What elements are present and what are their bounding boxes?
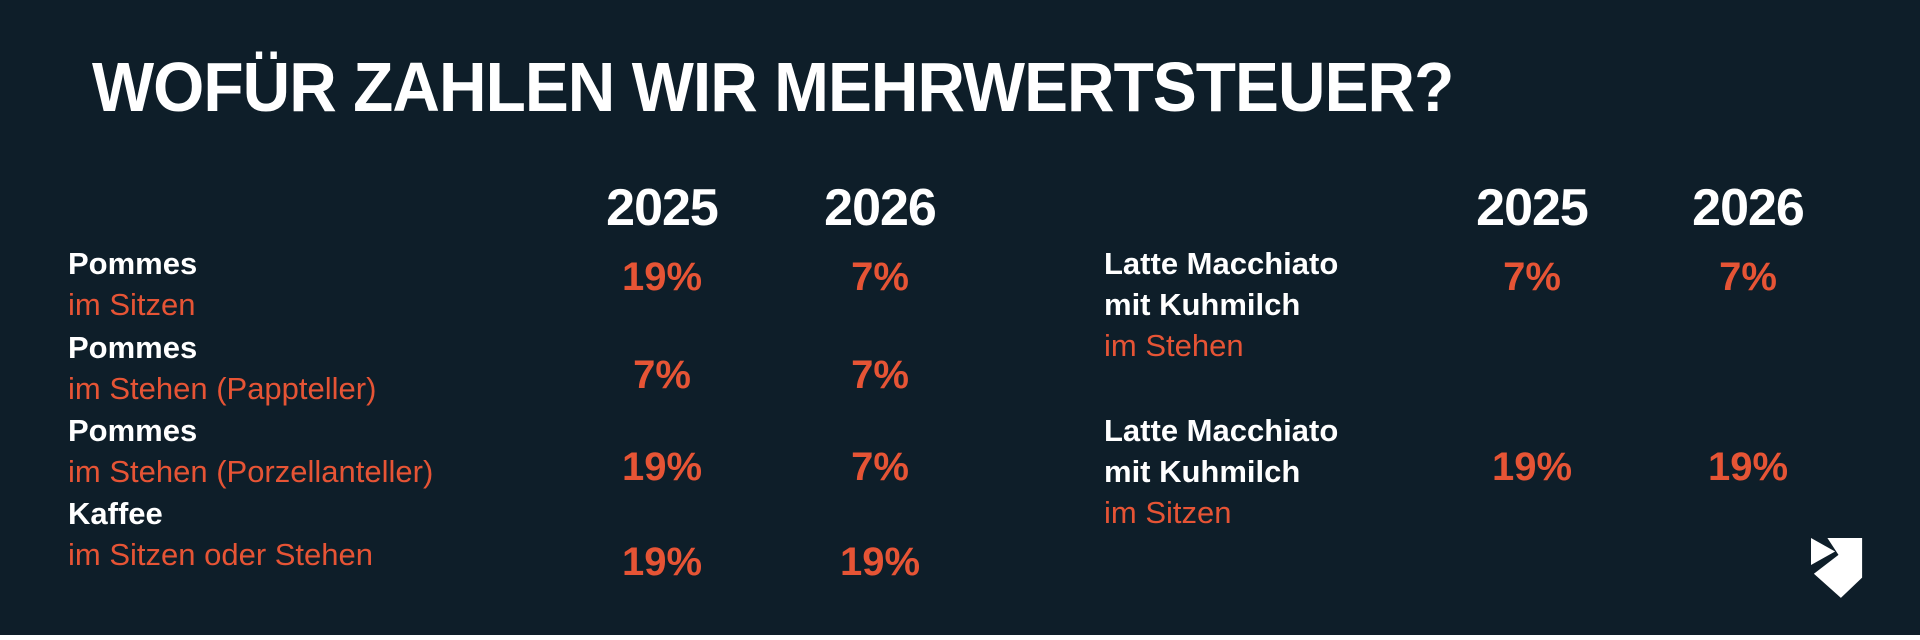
table-row: Pommes im Sitzen <box>68 243 628 325</box>
vat-value: 7% <box>851 445 909 489</box>
vat-value: 19% <box>621 255 703 299</box>
item-name: Pommes <box>68 330 198 365</box>
vat-value: 19% <box>839 540 921 584</box>
column-header-right-2025: 2025 <box>1476 179 1589 237</box>
vat-value: 19% <box>621 445 703 489</box>
table-row: Latte Macchiato mit Kuhmilch im Sitzen <box>1104 410 1504 533</box>
vat-value: 19% <box>1707 445 1789 489</box>
vat-value: 19% <box>1491 445 1573 489</box>
item-name: Kaffee <box>68 496 163 531</box>
table-row: Pommes im Stehen (Porzellanteller) <box>68 410 628 492</box>
vat-value: 7% <box>851 255 909 299</box>
item-name: Pommes <box>68 246 198 281</box>
item-name-line2: mit Kuhmilch <box>1104 454 1301 489</box>
vat-value: 19% <box>621 540 703 584</box>
vat-value: 7% <box>851 353 909 397</box>
item-detail: im Stehen <box>1104 328 1244 363</box>
vat-value: 7% <box>1719 255 1777 299</box>
item-detail: im Stehen (Porzellanteller) <box>68 454 434 489</box>
table-row: Latte Macchiato mit Kuhmilch im Stehen <box>1104 243 1504 366</box>
item-detail: im Sitzen <box>68 287 196 322</box>
table-row: Pommes im Stehen (Pappteller) <box>68 327 628 409</box>
item-detail: im Sitzen <box>1104 495 1232 530</box>
column-header-left-2026: 2026 <box>824 179 937 237</box>
column-header-right-2026: 2026 <box>1692 179 1805 237</box>
vat-value: 7% <box>633 353 691 397</box>
table-row: Kaffee im Sitzen oder Stehen <box>68 493 628 575</box>
column-header-left-2025: 2025 <box>606 179 719 237</box>
folded-banner-logo-icon <box>1811 538 1863 598</box>
vat-value: 7% <box>1503 255 1561 299</box>
item-name: Latte Macchiato <box>1104 246 1339 281</box>
page-title: WOFÜR ZAHLEN WIR MEHRWERTSTEUER? <box>92 48 1454 126</box>
item-name: Latte Macchiato <box>1104 413 1339 448</box>
item-name-line2: mit Kuhmilch <box>1104 287 1301 322</box>
bottom-divider-bar <box>0 635 1920 640</box>
item-detail: im Sitzen oder Stehen <box>68 537 374 572</box>
item-name: Pommes <box>68 413 198 448</box>
item-detail: im Stehen (Pappteller) <box>68 371 377 406</box>
